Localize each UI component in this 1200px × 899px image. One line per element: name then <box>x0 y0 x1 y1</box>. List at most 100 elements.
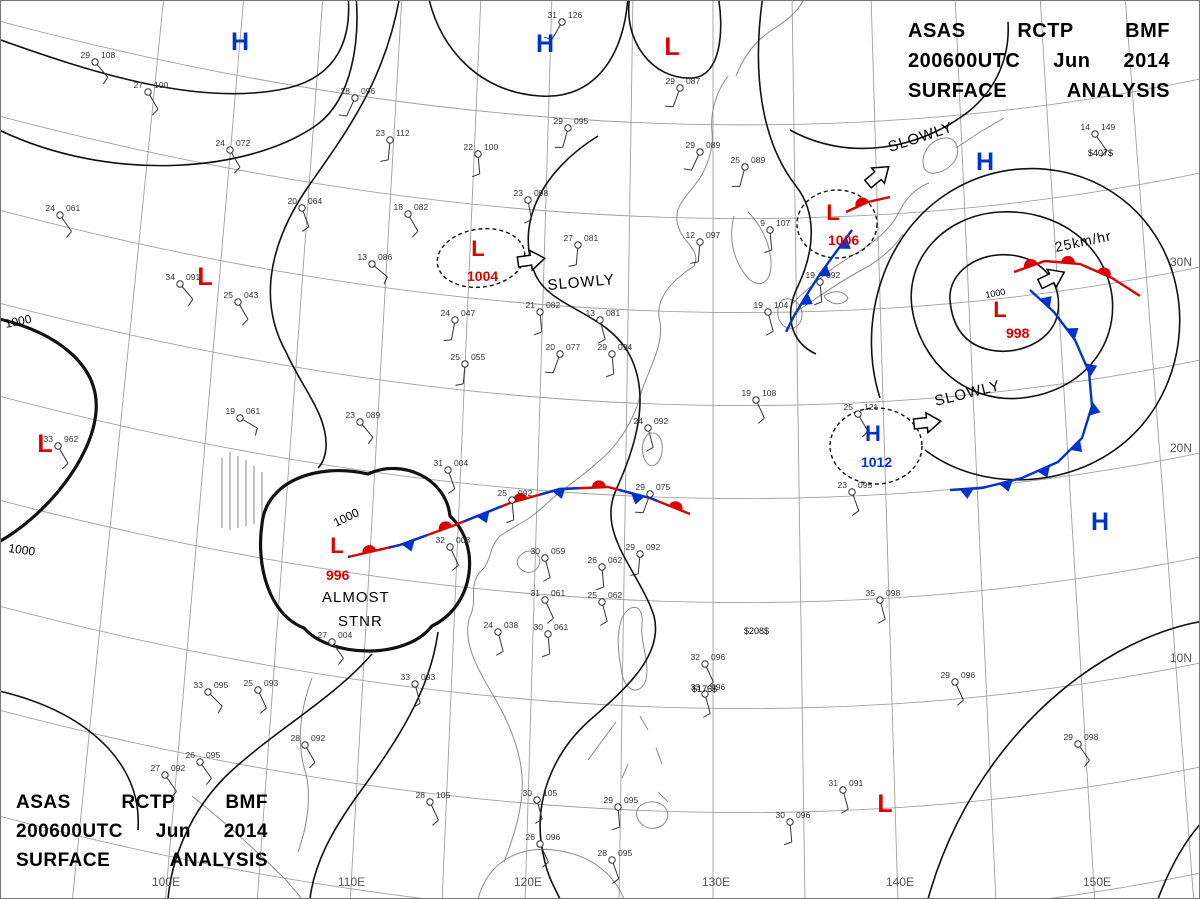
station-circle <box>608 350 616 358</box>
station-circle <box>766 226 774 234</box>
warm-front <box>845 195 891 214</box>
wind-barb-tick <box>707 681 714 688</box>
station-plot: 25 062 <box>588 590 622 626</box>
station-plot: 19 061 <box>226 406 260 436</box>
station-temp: 25 <box>498 488 508 498</box>
station-temp: 31 <box>548 10 558 20</box>
station-plot: 13 081 <box>586 308 620 344</box>
wind-barb-tick <box>841 808 849 814</box>
station-temp: 29 <box>554 116 564 126</box>
station-circle <box>741 163 749 171</box>
station-circle <box>848 488 856 496</box>
station-circle <box>544 630 552 638</box>
station-pressure: 089 <box>706 140 720 150</box>
station-plot: 24 072 <box>216 138 250 174</box>
warm-front-line <box>1013 259 1141 298</box>
motion-label: SLOWLY <box>933 377 1003 410</box>
wind-barb-tick <box>683 168 692 171</box>
station-pressure: 089 <box>366 410 380 420</box>
station-pressure: 061 <box>551 588 565 598</box>
station-temp: 25 <box>451 352 461 362</box>
wind-barb-tick <box>367 437 374 445</box>
station-plot: 24 061 <box>46 203 80 238</box>
cold-front-marker <box>1039 296 1052 309</box>
station-pressure: 098 <box>534 188 548 198</box>
station-plot: 31 126 <box>544 10 582 40</box>
station-plot: 27 081 <box>564 233 598 267</box>
pressure-symbol-h: H <box>231 28 249 56</box>
station-pressure: 087 <box>686 76 700 86</box>
station-temp: 25 <box>244 678 254 688</box>
station-plot: 12 097 <box>686 230 720 264</box>
wind-barb-tick <box>766 330 774 336</box>
wind-barb-tick <box>542 861 549 868</box>
wind-barb-tick <box>187 299 194 307</box>
station-circle <box>1091 130 1099 138</box>
station-temp: 23 <box>514 188 524 198</box>
station-plot: 29 108 <box>81 50 115 85</box>
station-circle <box>161 771 169 779</box>
station-temp: 33 <box>44 434 54 444</box>
station-plot: 32 096 <box>691 652 725 688</box>
isobar-label: 1000 <box>331 505 361 529</box>
station-plot: 35 098 <box>866 588 900 624</box>
station-pressure: 061 <box>66 203 80 213</box>
station-pressure: 055 <box>471 352 485 362</box>
station-pressure: 062 <box>608 555 622 565</box>
station-pressure: 107 <box>776 218 790 228</box>
front-layer <box>347 195 1141 559</box>
station-temp: 30 <box>531 546 541 556</box>
station-circle <box>646 490 654 498</box>
station-pressure: 098 <box>1084 732 1098 742</box>
station-circle <box>451 316 459 324</box>
station-temp: 19 <box>806 270 816 280</box>
station-plot: 29 075 <box>635 482 670 514</box>
wind-barb-tick <box>764 249 772 254</box>
station-plot: 29 094 <box>598 342 632 378</box>
station-plot: 29 096 <box>941 670 975 706</box>
pressure-center-value: 998 <box>1006 325 1030 341</box>
latitude-label: 20N <box>1170 441 1192 455</box>
station-circle <box>1074 740 1082 748</box>
station-pressure: 105 <box>543 788 557 798</box>
station-temp: 28 <box>341 86 351 96</box>
station-plot: 26 062 <box>588 555 622 591</box>
station-pressure: 096 <box>711 652 725 662</box>
station-circle <box>558 18 566 26</box>
wind-barb-tick <box>242 318 249 326</box>
station-temp: 33 <box>691 682 701 692</box>
pressure-symbol-l: L <box>877 790 892 818</box>
station-circle <box>356 418 364 426</box>
station-circle <box>411 680 419 688</box>
station-plot: 19 104 <box>754 300 788 336</box>
station-plot: 29 089 <box>683 140 720 171</box>
station-circle <box>536 308 544 316</box>
station-plot: 25 121 <box>844 402 878 438</box>
station-pressure: 095 <box>618 848 632 858</box>
motion-label: 25km/hr <box>1053 227 1113 255</box>
station-temp: 34 <box>166 272 176 282</box>
wind-barb-tick <box>544 36 553 40</box>
station-pressure: 004 <box>338 630 352 640</box>
wind-barb-tick <box>596 586 604 591</box>
cold-front-marker <box>838 237 851 249</box>
station-temp: 13 <box>586 308 596 318</box>
wind-barb-tick <box>443 339 452 341</box>
wind-barb-tick <box>547 617 554 624</box>
motion-label: ALMOST <box>322 589 390 606</box>
cold-front-marker <box>476 511 490 524</box>
station-circle <box>236 414 244 422</box>
station-pressure: 093 <box>264 678 278 688</box>
cold-front-marker <box>959 488 974 499</box>
station-plot: 25 055 <box>451 352 485 386</box>
station-circle <box>816 278 824 286</box>
station-circle <box>368 260 376 268</box>
station-plot: 30 105 <box>523 788 557 824</box>
station-circle <box>764 308 772 316</box>
station-plot: 22 100 <box>464 142 498 178</box>
station-temp: 30 <box>534 622 544 632</box>
cold-front-marker <box>401 539 415 552</box>
station-circle <box>596 316 604 324</box>
station-pressure: 081 <box>606 308 620 318</box>
station-plot: 31 004 <box>434 458 468 494</box>
